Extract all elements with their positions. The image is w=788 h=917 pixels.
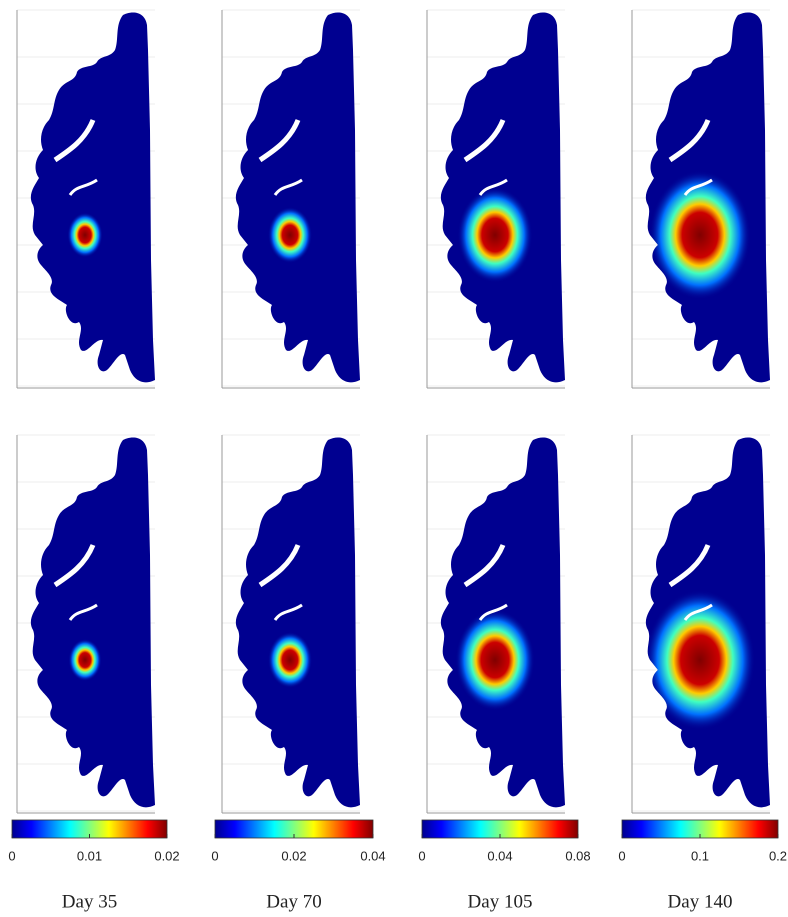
brain-panel xyxy=(631,9,770,389)
sulcus xyxy=(668,543,711,588)
brain xyxy=(30,12,155,383)
sulcus xyxy=(668,118,711,163)
day-label: Day 70 xyxy=(266,891,321,912)
tumor-density xyxy=(68,639,102,681)
brain-panel xyxy=(16,434,155,814)
sulcus xyxy=(258,118,301,163)
sulcus xyxy=(68,178,98,196)
sulcus xyxy=(68,603,98,621)
heat xyxy=(645,590,755,730)
tumor-density xyxy=(645,590,755,730)
colorbar-tick-label: 0 xyxy=(418,848,425,863)
heat xyxy=(268,632,312,688)
tumor-density xyxy=(649,170,751,300)
heat xyxy=(649,170,751,300)
colorbar-tick-label: 0.02 xyxy=(281,848,306,863)
brain-panel xyxy=(426,9,565,389)
colorbar-tick-label: 0.02 xyxy=(154,848,179,863)
sulcus xyxy=(258,543,301,588)
colorbar-tick-label: 0.2 xyxy=(769,848,787,863)
sulcus xyxy=(683,603,713,621)
brain-panel xyxy=(221,434,360,814)
colorbar-tick-label: 0.04 xyxy=(487,848,512,863)
brain xyxy=(235,12,360,383)
day-label: Day 35 xyxy=(62,891,117,912)
sulcus xyxy=(273,178,303,196)
tumor-density xyxy=(457,187,533,283)
sulcus xyxy=(463,118,506,163)
sulcus xyxy=(478,603,508,621)
colorbar-tick-label: 0.01 xyxy=(77,848,102,863)
tumor-density xyxy=(268,632,312,688)
day-label: Day 105 xyxy=(468,891,533,912)
brain xyxy=(235,437,360,808)
sulcus xyxy=(683,178,713,196)
brain-panel xyxy=(426,434,565,814)
colorbar-tick-label: 0.04 xyxy=(360,848,385,863)
colorbar-tick-label: 0 xyxy=(211,848,218,863)
heat xyxy=(457,187,533,283)
tumor-density xyxy=(268,207,312,263)
sulcus xyxy=(478,178,508,196)
colorbar-tick-label: 0.08 xyxy=(565,848,590,863)
brain xyxy=(30,437,155,808)
colorbar-tick-label: 0.1 xyxy=(691,848,709,863)
brain-panel xyxy=(16,9,155,389)
heat xyxy=(268,207,312,263)
sulcus xyxy=(463,543,506,588)
colorbar-tick-label: 0 xyxy=(8,848,15,863)
tumor-density xyxy=(67,212,103,258)
brain-panel xyxy=(221,9,360,389)
sulcus xyxy=(273,603,303,621)
heat xyxy=(67,212,103,258)
day-label: Day 140 xyxy=(668,891,733,912)
heat xyxy=(68,639,102,681)
sulcus xyxy=(53,543,96,588)
sulcus xyxy=(53,118,96,163)
tumor-density xyxy=(455,609,535,711)
colorbar-tick-label: 0 xyxy=(618,848,625,863)
heat xyxy=(455,609,535,711)
brain-panel xyxy=(631,434,770,814)
